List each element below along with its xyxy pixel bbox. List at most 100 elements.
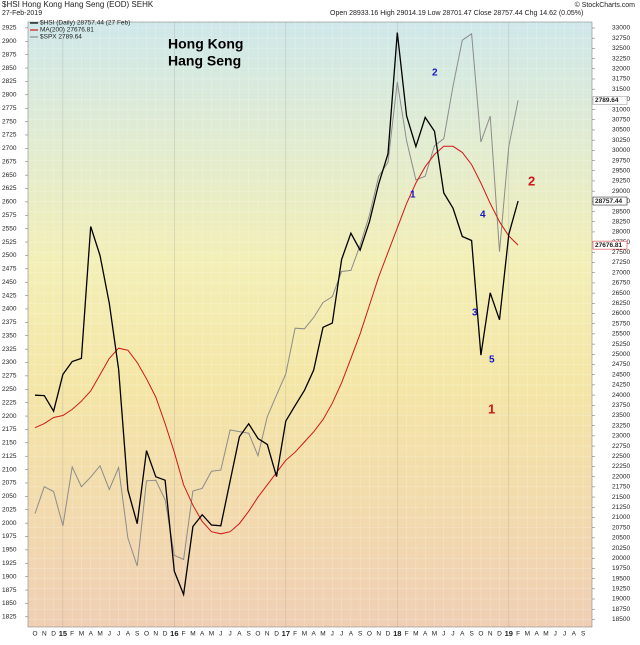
y-tick-label: 2600 [2,199,17,206]
end-label: 28757.44 [595,198,622,205]
y2-tick-label: 32750 [612,35,630,42]
y2-tick-label: 19750 [612,565,630,572]
x-tick-label: J [563,631,566,638]
y-tick-label: 2775 [2,105,17,112]
y-tick-label: 2725 [2,132,17,139]
y2-tick-label: 32500 [612,45,630,52]
y-tick-label: 2550 [2,225,17,232]
x-tick-label: A [460,631,465,638]
x-tick-label: J [442,631,445,638]
y2-tick-label: 30000 [612,147,630,154]
x-tick-label: J [554,631,557,638]
end-label: 2789.64 [595,97,619,104]
x-tick-label: S [469,631,474,638]
x-tick-label: O [255,631,260,638]
annotation: 1 [410,190,416,201]
x-tick-label: 17 [282,629,290,638]
series-line [34,32,519,598]
y-tick-label: 2400 [2,306,17,313]
annotation: 2 [432,68,438,79]
y2-tick-label: 25500 [612,331,630,338]
x-tick-label: A [89,631,94,638]
x-tick-label: O [478,631,483,638]
x-tick-label: F [516,631,520,638]
y-tick-label: 1975 [2,533,17,540]
y2-tick-label: 19000 [612,596,630,603]
x-tick-label: N [488,631,493,638]
y2-tick-label: 22500 [612,453,630,460]
y2-tick-label: 19500 [612,575,630,582]
x-tick-label: A [534,631,539,638]
x-tick-label: S [246,631,251,638]
y-tick-label: 2800 [2,92,17,99]
x-tick-label: 19 [505,629,513,638]
x-tick-label: M [543,631,548,638]
x-tick-label: D [497,631,502,638]
x-tick-label: A [312,631,317,638]
y-tick-label: 2875 [2,51,17,58]
series-line [34,32,519,567]
x-tick-label: M [302,631,307,638]
y2-tick-label: 29000 [612,188,630,195]
y-tick-label: 2300 [2,359,17,366]
x-tick-label: 18 [393,629,401,638]
y2-tick-label: 32250 [612,55,630,62]
y-tick-label: 1825 [2,614,17,621]
x-tick-label: S [135,631,140,638]
y-tick-label: 2700 [2,145,17,152]
x-tick-label: F [405,631,409,638]
x-tick-label: D [51,631,56,638]
y-tick-label: 2200 [2,413,17,420]
y2-tick-label: 24250 [612,382,630,389]
y2-tick-label: 28500 [612,208,630,215]
symbol: $HSI Hong Kong Hang Seng (EOD) SEHK [2,0,154,9]
y-tick-label: 2250 [2,386,17,393]
x-tick-label: A [200,631,205,638]
y-tick-label: 2525 [2,239,17,246]
y-tick-label: 2325 [2,346,17,353]
annotation: 4 [480,210,486,221]
end-label: 27676.81 [595,242,622,249]
y-tick-label: 1950 [2,547,17,554]
x-tick-label: M [97,631,102,638]
source: © StockCharts.com [575,1,636,9]
y2-tick-label: 27250 [612,259,630,266]
legend-label: $SPX 2789.64 [40,34,82,41]
y-tick-label: 2375 [2,319,17,326]
y-tick-label: 1875 [2,587,17,594]
y2-tick-label: 22000 [612,473,630,480]
y2-tick-label: 31750 [612,76,630,83]
y-tick-label: 2100 [2,466,17,473]
y-tick-label: 2750 [2,118,17,125]
x-tick-label: F [182,631,186,638]
y2-tick-label: 24500 [612,371,630,378]
y2-tick-label: 18500 [612,616,630,623]
end-label-box [592,240,628,250]
y2-tick-label: 27000 [612,269,630,276]
x-tick-label: A [572,631,577,638]
legend-label: $HSI (Daily) 28757.44 (27 Feb) [40,20,130,27]
y-tick-label: 2125 [2,453,17,460]
y2-tick-label: 30500 [612,127,630,134]
quote: Open 28933.16 High 29014.19 Low 28701.47… [330,10,583,17]
y-tick-label: 2025 [2,506,17,513]
x-tick-label: D [386,631,391,638]
annotation: Hang Seng [168,53,241,69]
x-tick-label: M [320,631,325,638]
y2-tick-label: 21250 [612,504,630,511]
y2-tick-label: 23250 [612,422,630,429]
y-tick-label: 2850 [2,65,17,72]
x-tick-label: A [349,631,354,638]
y2-tick-label: 26000 [612,310,630,317]
y-tick-label: 2225 [2,399,17,406]
x-tick-label: 15 [59,629,67,638]
end-label-box [592,196,628,206]
y2-tick-label: 23500 [612,412,630,419]
y2-tick-label: 23750 [612,402,630,409]
y2-tick-label: 28000 [612,229,630,236]
annotation: 5 [489,355,495,366]
y-tick-label: 2075 [2,480,17,487]
y-tick-label: 1900 [2,573,17,580]
y2-tick-label: 32000 [612,66,630,73]
